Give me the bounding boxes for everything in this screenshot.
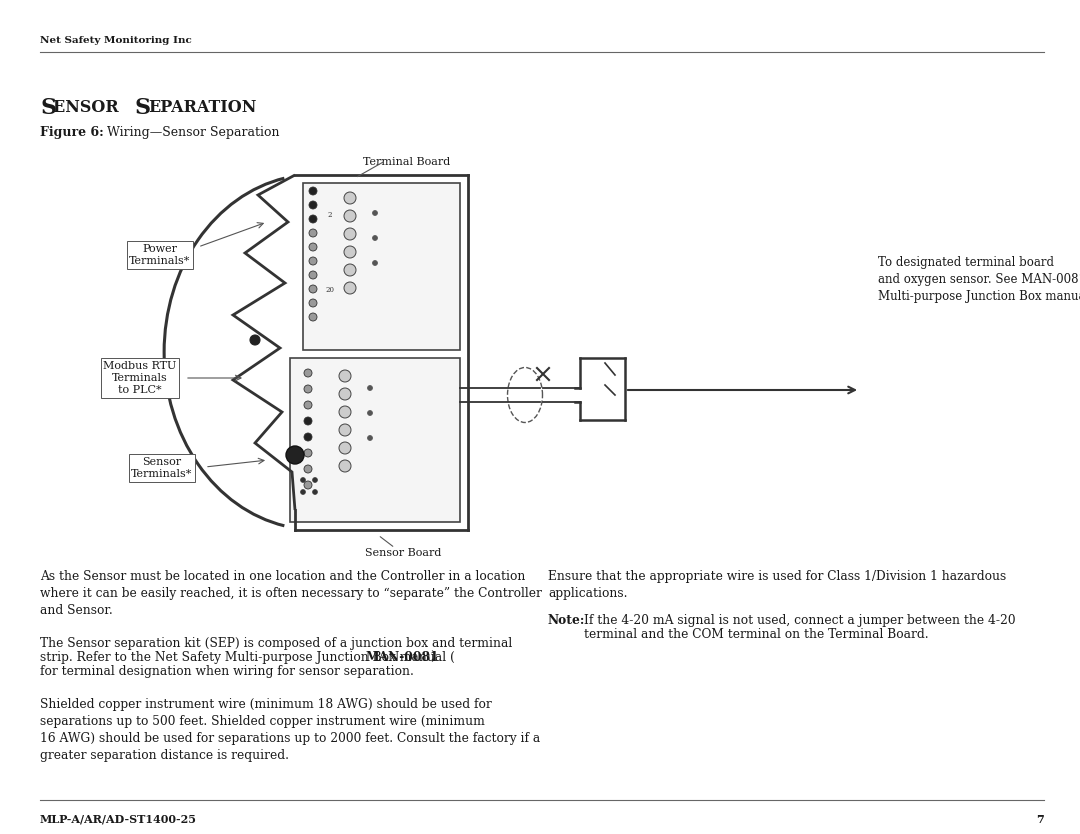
Circle shape (303, 369, 312, 377)
Text: To designated terminal board: To designated terminal board (878, 256, 1054, 269)
Text: Multi-purpose Junction Box manual: Multi-purpose Junction Box manual (878, 290, 1080, 303)
Circle shape (339, 442, 351, 454)
Text: Sensor
Terminals*: Sensor Terminals* (132, 457, 192, 480)
Circle shape (303, 449, 312, 457)
Bar (291, 358, 460, 522)
Circle shape (309, 313, 318, 321)
Circle shape (339, 406, 351, 418)
Circle shape (249, 335, 260, 345)
Circle shape (345, 192, 356, 204)
Circle shape (303, 481, 312, 489)
Text: for terminal designation when wiring for sensor separation.: for terminal designation when wiring for… (40, 665, 414, 678)
Circle shape (303, 465, 312, 473)
Text: Figure 6:: Figure 6: (40, 126, 104, 139)
Circle shape (309, 187, 318, 195)
Text: MAN-0081: MAN-0081 (366, 651, 440, 664)
Text: strip. Refer to the Net Safety Multi-purpose Junction Box manual (: strip. Refer to the Net Safety Multi-pur… (40, 651, 455, 664)
Circle shape (286, 446, 303, 464)
Circle shape (303, 385, 312, 393)
Text: Sensor Board: Sensor Board (365, 548, 442, 558)
Circle shape (309, 201, 318, 209)
Circle shape (367, 410, 373, 415)
Circle shape (309, 215, 318, 223)
Text: 2: 2 (327, 211, 333, 219)
Text: terminal and the COM terminal on the Terminal Board.: terminal and the COM terminal on the Ter… (584, 628, 929, 641)
Circle shape (367, 435, 373, 440)
Text: EPARATION: EPARATION (148, 99, 256, 116)
Circle shape (345, 228, 356, 240)
Circle shape (309, 243, 318, 251)
Circle shape (339, 424, 351, 436)
Circle shape (309, 229, 318, 237)
Circle shape (309, 299, 318, 307)
Bar (303, 183, 460, 350)
Circle shape (339, 388, 351, 400)
Text: As the Sensor must be located in one location and the Controller in a location
w: As the Sensor must be located in one loc… (40, 570, 542, 617)
Text: The Sensor separation kit (SEP) is composed of a junction box and terminal: The Sensor separation kit (SEP) is compo… (40, 637, 512, 650)
Text: Note:: Note: (548, 614, 585, 627)
Text: ENSOR: ENSOR (53, 99, 124, 116)
Text: If the 4-20 mA signal is not used, connect a jumper between the 4-20: If the 4-20 mA signal is not used, conne… (584, 614, 1015, 627)
Circle shape (300, 490, 306, 495)
Text: Modbus RTU
Terminals
to PLC*: Modbus RTU Terminals to PLC* (104, 360, 177, 395)
Circle shape (303, 417, 312, 425)
Circle shape (312, 478, 318, 483)
Circle shape (303, 401, 312, 409)
Circle shape (373, 235, 378, 240)
Circle shape (345, 246, 356, 258)
Text: and oxygen sensor. See MAN-0081: and oxygen sensor. See MAN-0081 (878, 273, 1080, 286)
Circle shape (309, 257, 318, 265)
Circle shape (309, 285, 318, 293)
Circle shape (345, 210, 356, 222)
Text: ): ) (430, 651, 435, 664)
Text: Ensure that the appropriate wire is used for Class 1/Division 1 hazardous
applic: Ensure that the appropriate wire is used… (548, 570, 1007, 600)
Circle shape (312, 490, 318, 495)
Circle shape (300, 478, 306, 483)
Text: Shielded copper instrument wire (minimum 18 AWG) should be used for
separations : Shielded copper instrument wire (minimum… (40, 698, 540, 762)
Circle shape (373, 210, 378, 215)
Text: Net Safety Monitoring Inc: Net Safety Monitoring Inc (40, 36, 192, 44)
Circle shape (339, 460, 351, 472)
Circle shape (373, 260, 378, 265)
Text: Wiring—Sensor Separation: Wiring—Sensor Separation (107, 126, 280, 139)
Circle shape (309, 271, 318, 279)
Text: S: S (135, 97, 151, 119)
Circle shape (345, 264, 356, 276)
Text: 7: 7 (1036, 814, 1044, 825)
Circle shape (339, 370, 351, 382)
Text: Terminal Board: Terminal Board (363, 157, 450, 167)
Text: MLP-A/AR/AD-ST1400-25: MLP-A/AR/AD-ST1400-25 (40, 814, 197, 825)
Circle shape (367, 385, 373, 390)
Text: Power
Terminals*: Power Terminals* (130, 244, 191, 266)
Circle shape (303, 433, 312, 441)
Circle shape (345, 282, 356, 294)
Text: 20: 20 (325, 286, 335, 294)
Text: S: S (40, 97, 56, 119)
